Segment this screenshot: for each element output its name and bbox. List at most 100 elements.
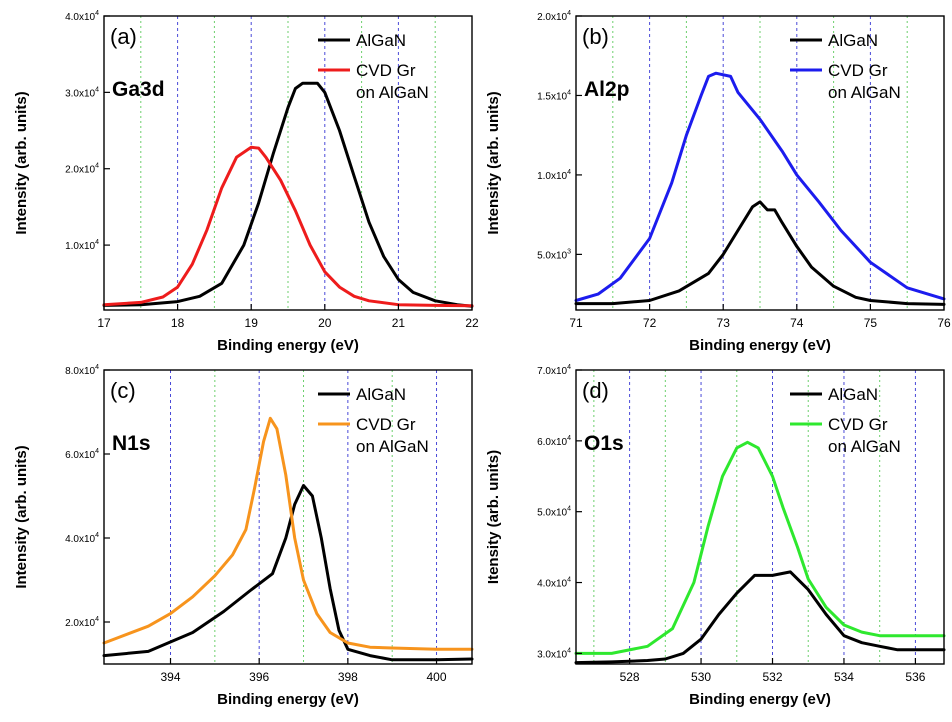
y-tick-mantissa: 6.0x10 bbox=[65, 450, 95, 461]
y-tick-mantissa: 4.0x10 bbox=[537, 579, 567, 590]
y-tick-exponent: 4 bbox=[95, 616, 99, 623]
plot-frame bbox=[575, 369, 945, 665]
peak-label: N1s bbox=[112, 432, 151, 455]
y-tick-exponent: 4 bbox=[567, 89, 571, 96]
series-line-algan bbox=[102, 81, 474, 308]
chart-panel-2: 71 72 73 74 75 765.0x1031.0x1041.5x1042.0x104… bbox=[485, 10, 951, 354]
plot-frame bbox=[103, 369, 473, 665]
series-line-cvd-gr bbox=[574, 440, 946, 655]
legend-label: on AlGaN bbox=[356, 83, 429, 102]
legend-label: CVD Gr bbox=[356, 415, 416, 434]
series-line-cvd-gr bbox=[574, 71, 946, 302]
y-tick-label: 4.0x104 bbox=[537, 577, 571, 590]
y-tick-exponent: 4 bbox=[95, 364, 99, 371]
y-tick-label: 8.0x104 bbox=[65, 364, 99, 377]
panel-label: (b) bbox=[582, 24, 609, 49]
x-tick-label: 400 bbox=[427, 670, 447, 684]
y-tick-exponent: 4 bbox=[95, 532, 99, 539]
chart-panel-4: 528 530 532 534 5363.0x1044.0x1045.0x1046.0x… bbox=[485, 364, 946, 708]
y-tick-exponent: 3 bbox=[567, 248, 571, 255]
plot-frame bbox=[103, 15, 473, 311]
y-tick-exponent: 4 bbox=[567, 647, 571, 654]
y-tick-label: 6.0x104 bbox=[537, 435, 571, 448]
x-tick-label: 21 bbox=[392, 316, 406, 330]
legend-label: on AlGaN bbox=[828, 83, 901, 102]
series-line-cvd-gr bbox=[102, 416, 474, 651]
x-tick-label: 71 bbox=[569, 316, 583, 330]
x-tick-label: 398 bbox=[338, 670, 358, 684]
y-tick-label: 1.5x104 bbox=[537, 89, 571, 102]
y-tick-exponent: 4 bbox=[95, 239, 99, 246]
plot-frame bbox=[575, 15, 945, 311]
y-tick-mantissa: 5.0x10 bbox=[537, 508, 567, 519]
y-tick-mantissa: 3.0x10 bbox=[537, 649, 567, 660]
x-tick-label: 534 bbox=[834, 670, 854, 684]
y-tick-label: 3.0x104 bbox=[537, 647, 571, 660]
y-axis-title: Intensity (arb. units) bbox=[13, 91, 30, 234]
y-tick-label: 2.0x104 bbox=[65, 616, 99, 629]
y-tick-mantissa: 1.0x10 bbox=[65, 241, 95, 252]
y-tick-label: 1.0x104 bbox=[537, 169, 571, 182]
y-tick-exponent: 4 bbox=[567, 435, 571, 442]
x-tick-label: 18 bbox=[171, 316, 185, 330]
y-tick-label: 2.0x104 bbox=[65, 163, 99, 176]
y-tick-mantissa: 4.0x10 bbox=[65, 534, 95, 545]
y-tick-mantissa: 1.0x10 bbox=[537, 171, 567, 182]
x-tick-label: 72 bbox=[643, 316, 657, 330]
x-tick-label: 22 bbox=[465, 316, 479, 330]
series-line-algan bbox=[574, 570, 946, 665]
legend-label: AlGaN bbox=[828, 31, 878, 50]
legend-label: CVD Gr bbox=[356, 61, 416, 80]
y-tick-mantissa: 3.0x10 bbox=[65, 88, 95, 99]
y-tick-mantissa: 4.0x10 bbox=[65, 12, 95, 23]
chart-panel-3: 394 396 398 4002.0x1044.0x1046.0x1048.0x104… bbox=[13, 364, 474, 708]
legend-label: CVD Gr bbox=[828, 61, 888, 80]
series-line-cvd-gr bbox=[102, 145, 474, 308]
y-tick-label: 4.0x104 bbox=[65, 532, 99, 545]
y-tick-exponent: 4 bbox=[95, 163, 99, 170]
x-axis-title: Binding energy (eV) bbox=[689, 337, 831, 354]
legend-label: AlGaN bbox=[828, 385, 878, 404]
x-tick-label: 73 bbox=[717, 316, 731, 330]
x-tick-label: 536 bbox=[905, 670, 925, 684]
x-axis-title: Binding energy (eV) bbox=[689, 691, 831, 708]
x-axis-title: Binding energy (eV) bbox=[217, 337, 359, 354]
y-tick-exponent: 4 bbox=[567, 577, 571, 584]
y-tick-mantissa: 7.0x10 bbox=[537, 366, 567, 377]
panel-label: (d) bbox=[582, 378, 609, 403]
peak-label: O1s bbox=[584, 432, 624, 455]
y-tick-mantissa: 2.0x10 bbox=[65, 618, 95, 629]
y-tick-exponent: 4 bbox=[95, 448, 99, 455]
x-tick-label: 396 bbox=[249, 670, 269, 684]
x-axis-title: Binding energy (eV) bbox=[217, 691, 359, 708]
x-tick-label: 528 bbox=[620, 670, 640, 684]
y-tick-label: 4.0x104 bbox=[65, 10, 99, 23]
legend-label: on AlGaN bbox=[828, 437, 901, 456]
y-tick-exponent: 4 bbox=[95, 86, 99, 93]
y-axis-title: Itensity (arb. units) bbox=[485, 450, 502, 584]
panel-label: (c) bbox=[110, 378, 136, 403]
y-tick-label: 2.0x104 bbox=[537, 10, 571, 23]
y-tick-exponent: 4 bbox=[567, 169, 571, 176]
x-tick-label: 19 bbox=[245, 316, 259, 330]
series-line-algan bbox=[102, 484, 474, 662]
y-tick-mantissa: 6.0x10 bbox=[537, 437, 567, 448]
y-tick-exponent: 4 bbox=[95, 10, 99, 17]
y-tick-mantissa: 1.5x10 bbox=[537, 91, 567, 102]
x-tick-label: 532 bbox=[762, 670, 782, 684]
x-tick-label: 17 bbox=[97, 316, 111, 330]
x-tick-label: 394 bbox=[160, 670, 180, 684]
legend-label: AlGaN bbox=[356, 31, 406, 50]
y-axis-title: Intensity (arb. units) bbox=[13, 445, 30, 588]
y-tick-mantissa: 8.0x10 bbox=[65, 366, 95, 377]
y-tick-label: 6.0x104 bbox=[65, 448, 99, 461]
y-tick-label: 7.0x104 bbox=[537, 364, 571, 377]
y-tick-mantissa: 2.0x10 bbox=[537, 12, 567, 23]
peak-label: Ga3d bbox=[112, 78, 165, 101]
x-tick-label: 75 bbox=[864, 316, 878, 330]
y-axis-title: Intensity (arb. units) bbox=[485, 91, 502, 234]
y-tick-label: 5.0x104 bbox=[537, 506, 571, 519]
x-tick-label: 20 bbox=[318, 316, 332, 330]
x-tick-label: 74 bbox=[790, 316, 804, 330]
y-tick-label: 3.0x104 bbox=[65, 86, 99, 99]
